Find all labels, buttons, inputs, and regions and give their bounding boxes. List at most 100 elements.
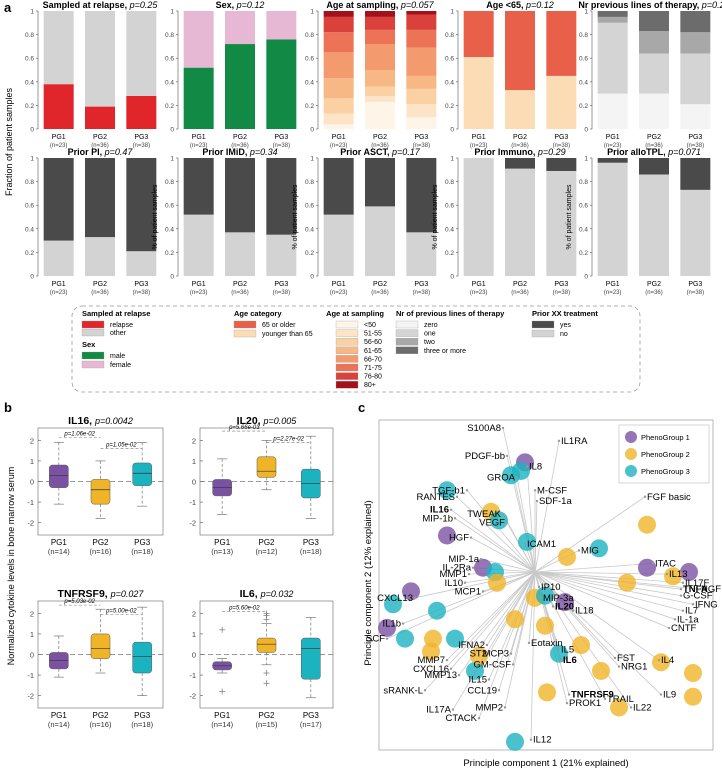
sample-point-pg1: [378, 618, 396, 637]
loading-label-groa: GROA: [487, 472, 516, 483]
bar-segment-61-65: [323, 78, 354, 99]
bar-chart-7: Prior IMiD, p=0.34 0 0.2 0.4 0.6 0.8 1 PG1 (n=23…: [152, 147, 297, 296]
bar-segment-three-or-more: [639, 11, 669, 32]
x-tick-label: PG1: [51, 538, 68, 547]
sample-point-pg3: [396, 629, 414, 648]
bar-segment-three-or-more: [597, 11, 628, 17]
comparison-pvalue: p=1.05e-02: [105, 443, 137, 449]
sample-point-pg3: [550, 644, 568, 663]
n-label: (n=15): [256, 720, 278, 729]
sample-point-pg1: [402, 582, 420, 601]
loading-tip: [515, 476, 519, 479]
loading-label-icam1: ICAM1: [527, 539, 556, 550]
sample-point-pg2: [470, 646, 488, 665]
x-tick-label: PG3: [274, 134, 288, 141]
box-pg1: [49, 464, 69, 488]
loading-label-il4: IL4: [661, 655, 674, 666]
legend-age-bin-3-swatch: [335, 346, 359, 354]
bar-segment-male: [183, 67, 214, 129]
y-tick-label: 0.2: [305, 250, 314, 257]
box-pg2: [90, 479, 111, 505]
loading-label-il6: IL6: [563, 655, 577, 666]
chart-title: TNFRSF9, p=0.027: [58, 588, 145, 600]
legend-age-old-label: 65 or older: [262, 322, 296, 329]
bar-segment-other: [126, 11, 157, 96]
bar-segment-no: [266, 234, 297, 276]
loading-tip: [535, 499, 539, 503]
y-tick-label: -2: [27, 519, 34, 528]
loading-label-ngf: NGF: [701, 584, 721, 595]
legend-therapy-bin-2-label: two: [424, 339, 435, 346]
n-label: (n=23): [604, 290, 622, 296]
loading-label-mmp2: MMP2: [476, 702, 503, 713]
y-tick-label: 0.6: [579, 56, 588, 63]
y-tick-label: 0.4: [165, 79, 174, 86]
legend-marker-pg3: [625, 465, 637, 477]
loading-tip: [487, 678, 491, 681]
loading-label-st2: ST2: [470, 649, 487, 660]
x-tick-label: PG3: [134, 538, 151, 547]
loading-tip: [571, 609, 575, 612]
loading-tip: [559, 658, 563, 662]
loading-line: [450, 509, 536, 573]
y-tick-label: 0.4: [165, 226, 174, 233]
x-tick-label: PG1: [51, 711, 68, 720]
legend-marker-pg1: [625, 431, 637, 443]
loading-line: [456, 496, 536, 573]
sample-point-pg1: [438, 526, 456, 545]
y-tick-label: -1: [189, 498, 196, 507]
n-label: (n=14): [211, 720, 233, 729]
loading-label-scf: SCF: [366, 634, 385, 645]
loading-label-vegf: VEGF: [479, 518, 505, 529]
y-tick-label: 1: [30, 630, 34, 639]
loading-tip: [463, 581, 467, 584]
y-tick-label: 1: [192, 457, 196, 466]
n-label: (n=14): [48, 547, 70, 556]
legend-yes-swatch: [531, 320, 555, 329]
loading-line: [386, 571, 536, 640]
chart-title-pvalue: p=0.29: [537, 147, 566, 157]
bar-segment-no: [365, 206, 395, 276]
y-tick-label: 0: [584, 127, 588, 134]
bar-segment-no: [639, 174, 669, 276]
n-label: (n=38): [553, 143, 571, 149]
chart-title-pvalue: p=0.26: [701, 0, 722, 10]
y-tick-label: 1: [584, 9, 588, 16]
y-axis-label: Fraction of patient samples: [4, 87, 14, 196]
bar-segment-71-75: [406, 29, 437, 48]
x-tick-label: PG2: [647, 281, 661, 288]
loading-label-mmp7: MMP7: [418, 655, 445, 666]
y-tick-label: 0: [450, 127, 454, 134]
bar-segment-female: [183, 11, 214, 68]
chart-title: IL16, p=0.0042: [68, 415, 133, 427]
loading-tip: [557, 648, 561, 651]
y-tick-label: 0.6: [165, 203, 174, 210]
loading-tip: [505, 454, 509, 458]
loading-tip: [451, 708, 455, 711]
bar-segment-male: [225, 44, 255, 129]
loading-label-il15: IL15: [469, 675, 488, 686]
x-tick-label: PG3: [134, 134, 148, 141]
sample-point-pg1: [680, 563, 698, 581]
loading-label-gm-csf: GM-CSF: [474, 659, 512, 670]
loading-line: [470, 537, 536, 573]
loading-line: [454, 517, 536, 573]
box-chart-il20: IL20, p=0.005 -2 -1 0 1 2 PG1(n=13) PG2(n=12) PG…: [189, 415, 334, 556]
x-tick-label: PG3: [414, 281, 428, 288]
sample-point-pg2: [684, 664, 702, 683]
legend-yes-label: yes: [560, 322, 571, 329]
chart-title: IL6, p=0.032: [240, 588, 294, 600]
chart-title-pvalue: p=0.0042: [94, 416, 133, 426]
bar-chart-3: Age at sampling, p=0.057 0 0.2 0.4 0.6 0.8 1 PG…: [305, 0, 437, 149]
loading-tip: [657, 658, 661, 662]
chart-title-name: IL6,: [240, 588, 261, 600]
chart-title-name: Age <65,: [486, 0, 526, 10]
loading-label-sdf-1a: SDF-1a: [539, 496, 572, 507]
loading-line: [534, 496, 646, 573]
y-tick-label: 0.2: [445, 250, 454, 257]
bar-segment-no: [225, 232, 255, 276]
loading-tip: [651, 562, 655, 565]
loading-label-mip-1b: MIP-1b: [422, 513, 453, 524]
y-tick-label: 0.6: [445, 56, 454, 63]
